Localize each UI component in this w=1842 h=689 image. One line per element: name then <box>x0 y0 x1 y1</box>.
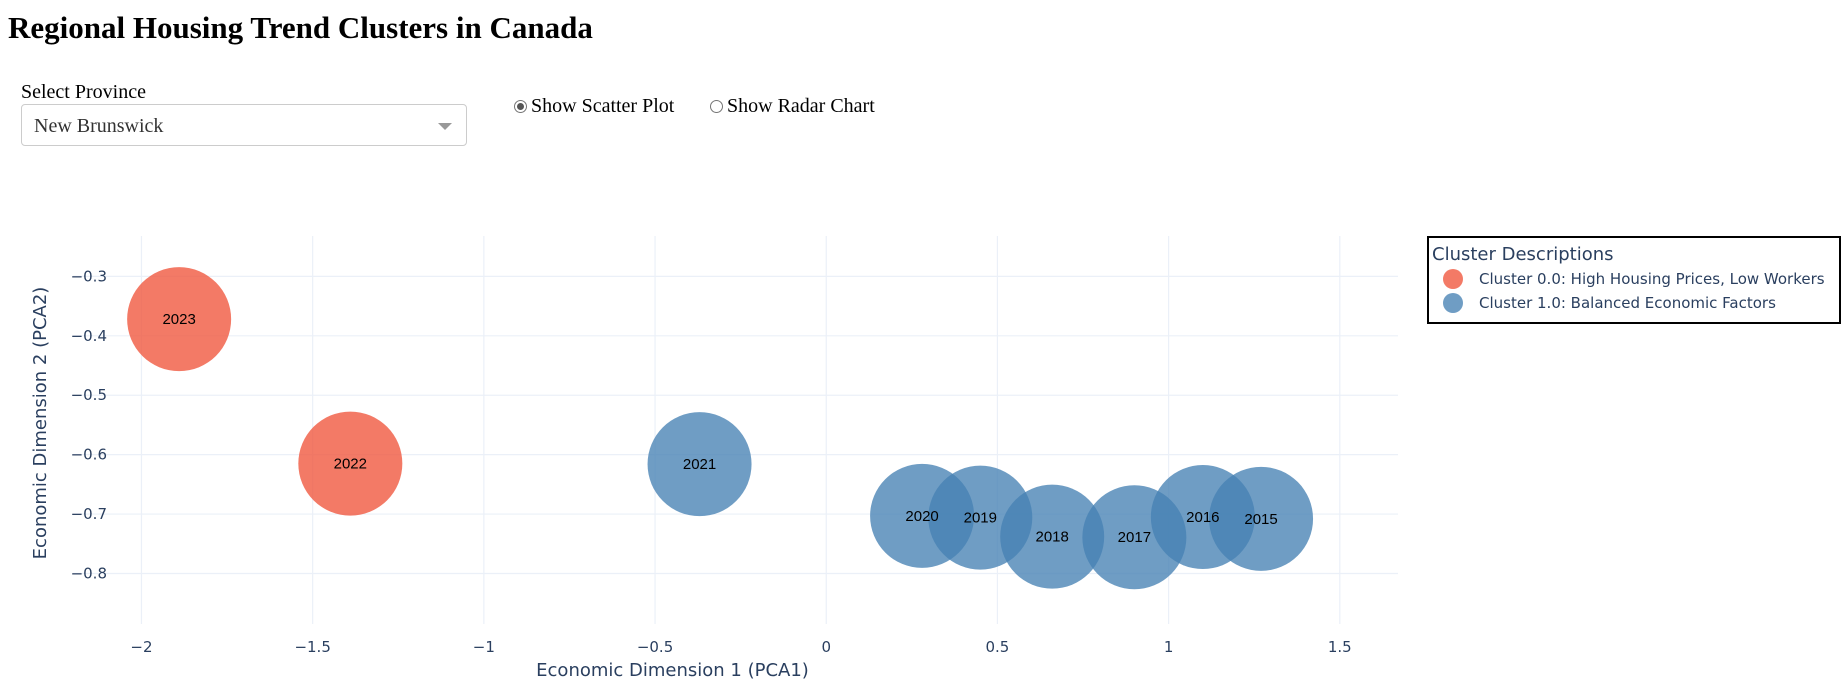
data-point[interactable] <box>127 267 232 372</box>
legend-item-label[interactable]: Cluster 0.0: High Housing Prices, Low Wo… <box>1479 270 1825 288</box>
data-point[interactable] <box>1000 484 1105 589</box>
x-tick-label: 0.5 <box>985 638 1009 656</box>
x-tick-label: −1 <box>473 638 495 656</box>
scatter-radio-label: Show Scatter Plot <box>531 94 675 117</box>
province-select-label: Select Province <box>21 81 146 103</box>
scatter-radio-indicator[interactable] <box>514 99 527 113</box>
data-point[interactable] <box>1209 466 1314 571</box>
y-tick-label: −0.5 <box>71 386 107 404</box>
y-tick-label: −0.7 <box>71 505 107 523</box>
y-tick-label: −0.6 <box>71 446 107 464</box>
data-point[interactable] <box>298 411 403 516</box>
y-tick-label: −0.4 <box>71 327 107 345</box>
legend-item-label[interactable]: Cluster 1.0: Balanced Economic Factors <box>1479 294 1776 312</box>
data-point-label: 2015 <box>1244 511 1277 528</box>
chart-legend: Cluster Descriptions Cluster 0.0: High H… <box>1427 236 1841 324</box>
province-dropdown[interactable]: New Brunswick <box>21 104 467 146</box>
x-tick-label: −1.5 <box>294 638 330 656</box>
data-point-label: 2021 <box>683 456 716 473</box>
page-title: Regional Housing Trend Clusters in Canad… <box>8 10 593 45</box>
legend-marker[interactable] <box>1443 293 1463 313</box>
y-axis-title: Economic Dimension 2 (PCA2) <box>30 287 51 560</box>
show-scatter-plot-radio[interactable]: Show Scatter Plot <box>514 94 674 118</box>
chart-points <box>127 267 1314 590</box>
legend-title: Cluster Descriptions <box>1432 244 1614 265</box>
show-radar-chart-radio[interactable]: Show Radar Chart <box>710 94 875 118</box>
chart-point-labels: 2023 2022 2021 2020 2019 2018 2017 2016 2015 <box>162 311 1277 546</box>
data-point-label: 2017 <box>1118 529 1151 546</box>
chevron-down-icon[interactable] <box>438 123 452 130</box>
x-tick-label: 1.5 <box>1328 638 1352 656</box>
x-tick-label: −2 <box>130 638 152 656</box>
legend-box <box>1427 236 1841 324</box>
x-tick-label: 0 <box>821 638 831 656</box>
radar-radio-label: Show Radar Chart <box>727 94 875 117</box>
x-axis-title: Economic Dimension 1 (PCA1) <box>536 660 809 681</box>
data-point-label: 2022 <box>334 456 367 473</box>
province-select-value: New Brunswick <box>34 115 164 137</box>
legend-items: Cluster 0.0: High Housing Prices, Low Wo… <box>1443 269 1825 313</box>
legend-marker[interactable] <box>1443 269 1463 289</box>
chart-tick-labels: −2 −1.5 −1 −0.5 0 0.5 1 1.5 −0.3 −0.4 −0.5 −0.6 −0.7… <box>71 267 1352 656</box>
data-point[interactable] <box>647 412 752 517</box>
data-point-label: 2020 <box>905 508 938 525</box>
x-tick-label: 1 <box>1164 638 1174 656</box>
data-point-label: 2018 <box>1036 529 1069 546</box>
y-tick-label: −0.3 <box>71 267 107 285</box>
y-tick-label: −0.8 <box>71 564 107 582</box>
data-point-label: 2023 <box>162 311 195 328</box>
data-point-label: 2016 <box>1186 509 1219 526</box>
x-tick-label: −0.5 <box>637 638 673 656</box>
data-point-label: 2019 <box>964 510 997 527</box>
radar-radio-indicator[interactable] <box>710 99 723 113</box>
